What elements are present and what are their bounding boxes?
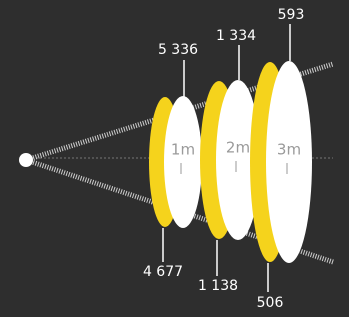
disc-face	[164, 96, 202, 228]
top-value: 593	[278, 7, 305, 23]
disc-label: 3m	[277, 141, 301, 159]
disc-label: 2m	[226, 139, 250, 157]
disc-face	[266, 61, 312, 263]
top-value: 5 336	[158, 42, 198, 58]
bottom-value: 1 138	[198, 278, 238, 294]
apex	[19, 153, 33, 167]
diagram: 1m 5 336 4 677 2m 1 334 1 138 3m 593 506	[0, 0, 349, 317]
bottom-value: 4 677	[143, 264, 183, 280]
bottom-value: 506	[257, 295, 284, 311]
top-value: 1 334	[216, 28, 256, 44]
disc-label: 1m	[171, 141, 195, 159]
